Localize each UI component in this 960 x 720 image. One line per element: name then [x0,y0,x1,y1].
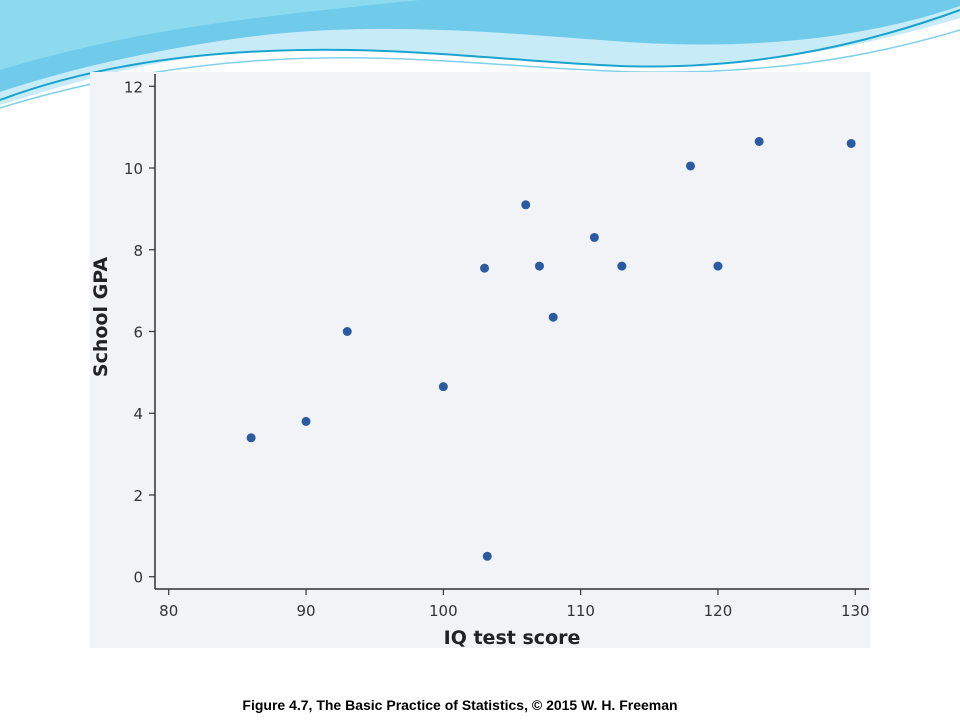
data-point [534,261,544,271]
y-tick-label: 8 [133,242,143,260]
y-axis-label: School GPA [90,257,112,377]
x-tick-label: 100 [429,602,458,620]
axis-ticks: 0 2 4 6 8 10 12 80 90 100 110 120 130 [124,78,870,620]
x-tick-label: 90 [296,602,315,620]
data-point [301,416,311,426]
data-point [713,261,723,271]
data-points [246,136,856,561]
chart-panel [90,72,870,648]
data-point [480,263,490,273]
y-tick-label: 12 [124,78,143,96]
data-point [482,551,492,561]
y-tick-label: 0 [133,569,143,587]
y-tick-label: 4 [133,405,143,423]
data-point [589,232,599,242]
y-tick-label: 2 [133,487,143,505]
x-tick-label: 80 [159,602,178,620]
data-point [342,327,352,336]
data-point [438,382,448,392]
x-tick-label: 130 [841,602,870,620]
data-point [548,312,558,322]
x-axis-label: IQ test score [444,627,581,648]
banner-wave-top [0,0,420,70]
y-tick-label: 10 [124,160,143,178]
banner-wave-line [0,9,960,101]
data-point [846,138,856,148]
banner-wave-front [0,0,960,92]
data-point [521,200,531,210]
data-point [754,136,764,146]
x-tick-label: 120 [704,602,733,620]
y-tick-label: 6 [133,324,143,342]
data-point [686,161,695,171]
figure-caption: Figure 4.7, The Basic Practice of Statis… [242,697,678,713]
x-tick-label: 110 [566,602,595,620]
data-point [246,433,256,443]
data-point [617,261,627,271]
